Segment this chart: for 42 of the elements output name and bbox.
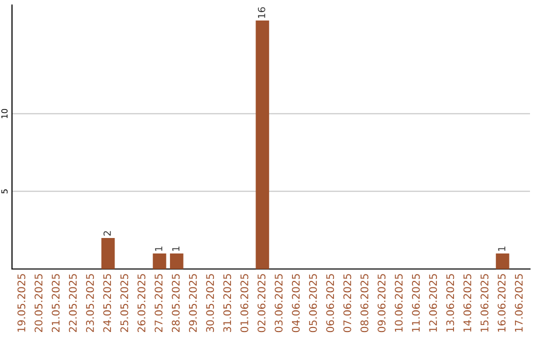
x-tick-label: 16.06.2025 [498,274,506,332]
x-tick-label: 19.05.2025 [17,274,26,332]
x-tick-label: 24.05.2025 [103,274,112,332]
x-tick-label: 08.06.2025 [360,274,368,332]
y-tick-label: 10 [1,108,8,118]
x-tick-label: 15.06.2025 [480,274,488,332]
x-tick-label: 29.05.2025 [188,274,197,332]
x-tick-label: 11.06.2025 [412,274,420,332]
x-tick-label: 13.06.2025 [446,274,454,332]
x-tick-label: 20.05.2025 [34,274,42,332]
x-tick-label: 17.06.2025 [514,274,523,332]
x-tick-label: 02.06.2025 [258,274,266,332]
x-tick-label: 07.06.2025 [343,274,352,332]
x-tick-label: 05.06.2025 [309,274,317,332]
x-tick-label: 25.05.2025 [120,274,128,332]
data-label: 2 [104,231,111,236]
x-tick-label: 27.05.2025 [154,274,163,332]
bar [101,238,115,269]
x-tick-label: 09.06.2025 [378,274,386,332]
data-label: 1 [155,246,162,251]
x-tick-label: 21.05.2025 [52,274,60,332]
y-tick-label: 5 [1,189,8,194]
x-tick-label: 28.05.2025 [172,274,180,332]
x-tick-label: 03.06.2025 [274,274,283,332]
x-tick-label: 22.05.2025 [68,274,77,332]
x-tick-label: 23.05.2025 [86,274,94,332]
x-tick-label: 04.06.2025 [292,274,300,332]
bar [256,20,270,269]
bar [496,253,510,269]
x-tick-label: 06.06.2025 [326,274,334,332]
x-tick-label: 12.06.2025 [429,274,437,332]
x-tick-label: 01.06.2025 [240,274,248,332]
bar [170,253,184,269]
data-label: 16 [258,7,266,18]
x-tick-label: 30.05.2025 [206,274,214,332]
bar [152,253,166,269]
x-tick-label: 31.05.2025 [223,274,232,332]
x-tick-label: 10.06.2025 [394,274,403,332]
x-tick-label: 26.05.2025 [138,274,146,332]
data-label: 1 [498,246,506,251]
x-tick-label: 14.06.2025 [463,274,472,332]
data-label: 1 [172,246,180,251]
